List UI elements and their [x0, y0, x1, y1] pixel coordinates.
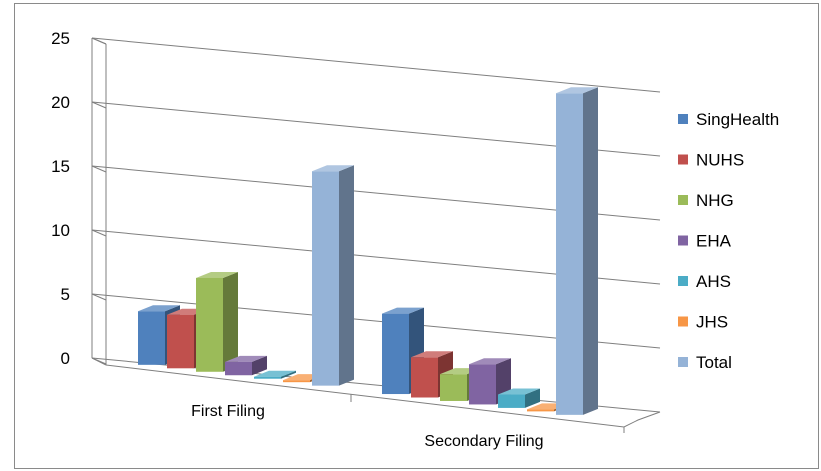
legend-label: SingHealth	[696, 110, 779, 129]
y-tick-label: 10	[51, 221, 70, 240]
gridline-side-15	[91, 165, 107, 173]
bar-front	[196, 277, 223, 372]
bar-front	[138, 311, 165, 365]
gridline-25	[91, 37, 661, 93]
legend-swatch	[678, 154, 688, 165]
bar-top	[196, 271, 238, 278]
bar-top	[469, 358, 511, 365]
y-tick-label: 20	[51, 93, 70, 112]
legend-swatch	[678, 357, 688, 367]
legend-swatch	[678, 195, 688, 205]
bar	[225, 355, 267, 376]
y-tick-label: 25	[51, 29, 70, 48]
bar-top	[312, 165, 354, 172]
bar	[196, 271, 238, 372]
chart-walls	[91, 37, 661, 433]
bar-side	[223, 271, 238, 372]
bar-front	[312, 171, 339, 386]
bar-front	[254, 376, 281, 379]
bar-side	[252, 355, 267, 376]
gridline-side-10	[91, 229, 107, 237]
bar-side	[525, 388, 540, 408]
bar-top	[225, 355, 267, 362]
x-axis-categories: First Filing Secondary Filing	[191, 403, 543, 450]
legend-swatch	[678, 235, 688, 246]
legend: SingHealth NUHS NHG EHA AHS JHS Total	[678, 110, 779, 372]
bar-side	[339, 165, 354, 386]
legend-swatch	[678, 114, 688, 124]
bar-top	[254, 370, 296, 377]
bar-front	[283, 380, 310, 383]
legend-label: NUHS	[696, 151, 744, 170]
y-tick-label: 15	[51, 157, 70, 176]
bar-front	[527, 409, 554, 412]
gridline-side-5	[91, 293, 107, 301]
bar-front	[411, 357, 438, 398]
bar-front	[225, 361, 252, 376]
bar-top	[556, 87, 598, 94]
legend-label: AHS	[696, 272, 731, 291]
x-category-label: First Filing	[191, 403, 265, 420]
gridline-side-0	[91, 357, 107, 365]
legend-swatch	[678, 276, 688, 286]
bar-top	[411, 351, 453, 358]
bar	[498, 388, 540, 408]
bar	[556, 87, 598, 415]
y-tick-label: 0	[61, 349, 70, 368]
bar-front	[498, 394, 525, 408]
floor-front-edge	[105, 364, 661, 428]
bar-top	[138, 305, 180, 312]
bar-front	[556, 93, 583, 415]
legend-swatch	[678, 316, 688, 327]
bar-top	[498, 388, 540, 395]
legend-label: Total	[696, 353, 732, 372]
bar	[312, 165, 354, 386]
bar-top	[382, 307, 424, 314]
x-category-label: Secondary Filing	[424, 433, 543, 450]
bar	[254, 370, 296, 379]
y-tick-label: 5	[61, 285, 70, 304]
bar-side	[281, 370, 296, 379]
bar-front	[440, 374, 467, 401]
bar-front	[469, 364, 496, 405]
gridline-side-25	[91, 37, 107, 45]
bar-side	[583, 87, 598, 415]
gridline-side-20	[91, 101, 107, 109]
bar-front	[167, 314, 194, 369]
legend-label: JHS	[696, 313, 728, 332]
bar-front	[382, 313, 409, 395]
legend-label: EHA	[696, 232, 732, 251]
legend-label: NHG	[696, 191, 734, 210]
y-axis-ticks: 0 5 10 15 20 25	[51, 29, 70, 368]
bar	[411, 351, 453, 398]
bars	[138, 87, 598, 415]
